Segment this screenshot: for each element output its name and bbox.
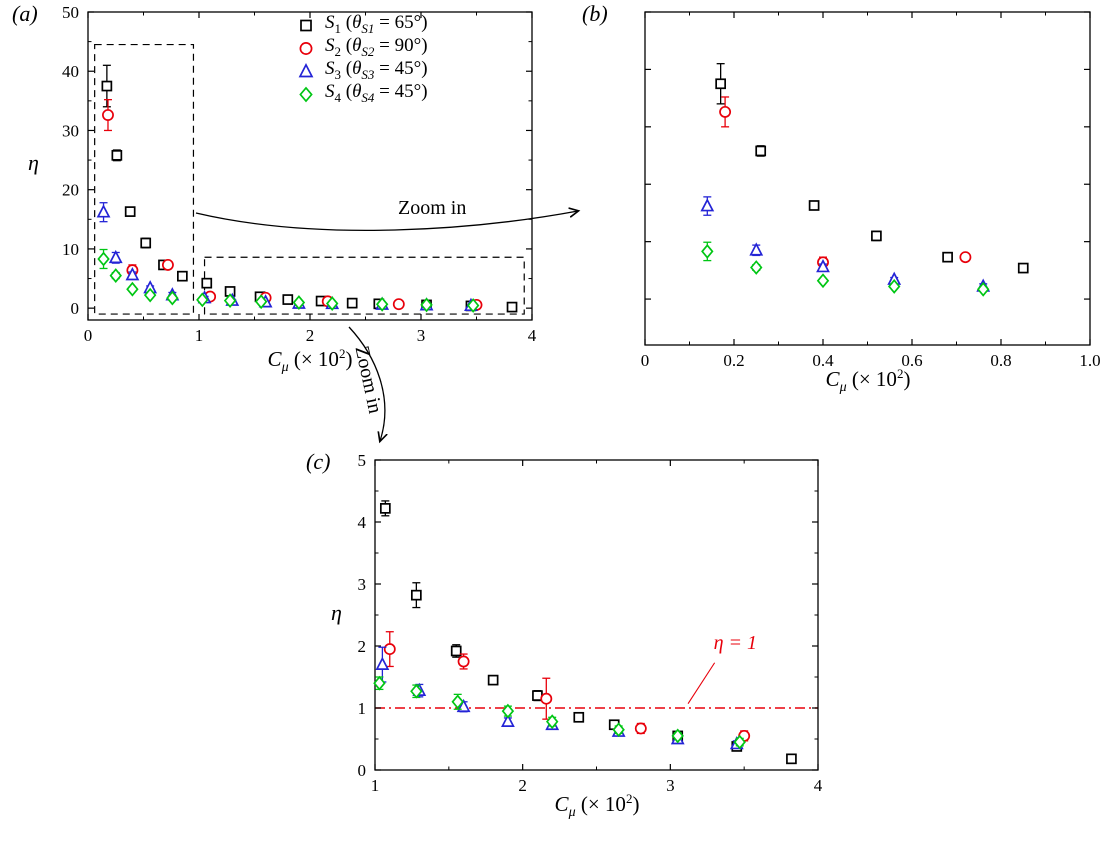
- xlabel-symbol: C: [268, 347, 282, 371]
- svg-text:0: 0: [641, 351, 650, 370]
- svg-text:0.8: 0.8: [990, 351, 1011, 370]
- legend-marker-circle-icon: [296, 38, 316, 58]
- legend-marker-triangle-icon: [296, 61, 316, 81]
- svg-text:0: 0: [84, 326, 93, 345]
- svg-text:1: 1: [195, 326, 204, 345]
- svg-text:3: 3: [417, 326, 426, 345]
- svg-text:40: 40: [62, 62, 79, 81]
- svg-text:50: 50: [62, 3, 79, 22]
- svg-text:20: 20: [62, 181, 79, 200]
- xlabel-symbol: C: [555, 792, 569, 816]
- svg-text:0.2: 0.2: [723, 351, 744, 370]
- xlabel-mid: (× 10: [847, 367, 897, 391]
- xlabel-subscript: μ: [840, 380, 847, 395]
- panel-c-ylabel: η: [331, 600, 342, 626]
- svg-text:4: 4: [814, 776, 823, 795]
- svg-text:0: 0: [71, 299, 80, 318]
- panel-a-ylabel: η: [28, 150, 39, 176]
- xlabel-subscript: μ: [282, 360, 289, 375]
- svg-text:2: 2: [358, 637, 367, 656]
- svg-text:η = 1: η = 1: [714, 632, 757, 654]
- svg-text:5: 5: [358, 451, 367, 470]
- svg-text:4: 4: [358, 513, 367, 532]
- svg-text:1: 1: [371, 776, 380, 795]
- triangle-marker-icon: [296, 61, 316, 81]
- legend-label-s4: S4 (θS4 = 45°): [325, 81, 428, 106]
- legend-label-s1: S1 (θS1 = 65°): [325, 12, 428, 37]
- square-marker-icon: [296, 15, 316, 35]
- panel-b-xlabel: Cμ (× 102): [786, 366, 950, 396]
- legend-marker-diamond-icon: [296, 84, 316, 104]
- panel-c-xlabel: Cμ (× 102): [515, 791, 679, 821]
- legend-marker-square-icon: [296, 15, 316, 35]
- xlabel-mid: (× 10: [576, 792, 626, 816]
- svg-text:4: 4: [528, 326, 537, 345]
- svg-text:30: 30: [62, 121, 79, 140]
- legend-item-s2: S2 (θS2 = 90°): [296, 36, 428, 59]
- legend-item-s4: S4 (θS4 = 45°): [296, 82, 428, 105]
- xlabel-post: ): [903, 367, 910, 391]
- svg-text:10: 10: [62, 240, 79, 259]
- svg-text:3: 3: [358, 575, 367, 594]
- zoom-in-label-horizontal: Zoom in: [398, 197, 466, 220]
- legend: S1 (θS1 = 65°) S2 (θS2 = 90°) S3 (θS3 = …: [296, 13, 428, 105]
- legend-label-s2: S2 (θS2 = 90°): [325, 35, 428, 60]
- xlabel-symbol: C: [826, 367, 840, 391]
- svg-text:1: 1: [358, 699, 367, 718]
- circle-marker-icon: [296, 38, 316, 58]
- legend-item-s3: S3 (θS3 = 45°): [296, 59, 428, 82]
- svg-text:0: 0: [358, 761, 367, 780]
- svg-text:2: 2: [306, 326, 315, 345]
- legend-item-s1: S1 (θS1 = 65°): [296, 13, 428, 36]
- xlabel-subscript: μ: [569, 805, 576, 820]
- legend-label-s3: S3 (θS3 = 45°): [325, 58, 428, 83]
- diamond-marker-icon: [296, 84, 316, 104]
- xlabel-mid: (× 10: [289, 347, 339, 371]
- xlabel-post: ): [632, 792, 639, 816]
- svg-text:1.0: 1.0: [1079, 351, 1100, 370]
